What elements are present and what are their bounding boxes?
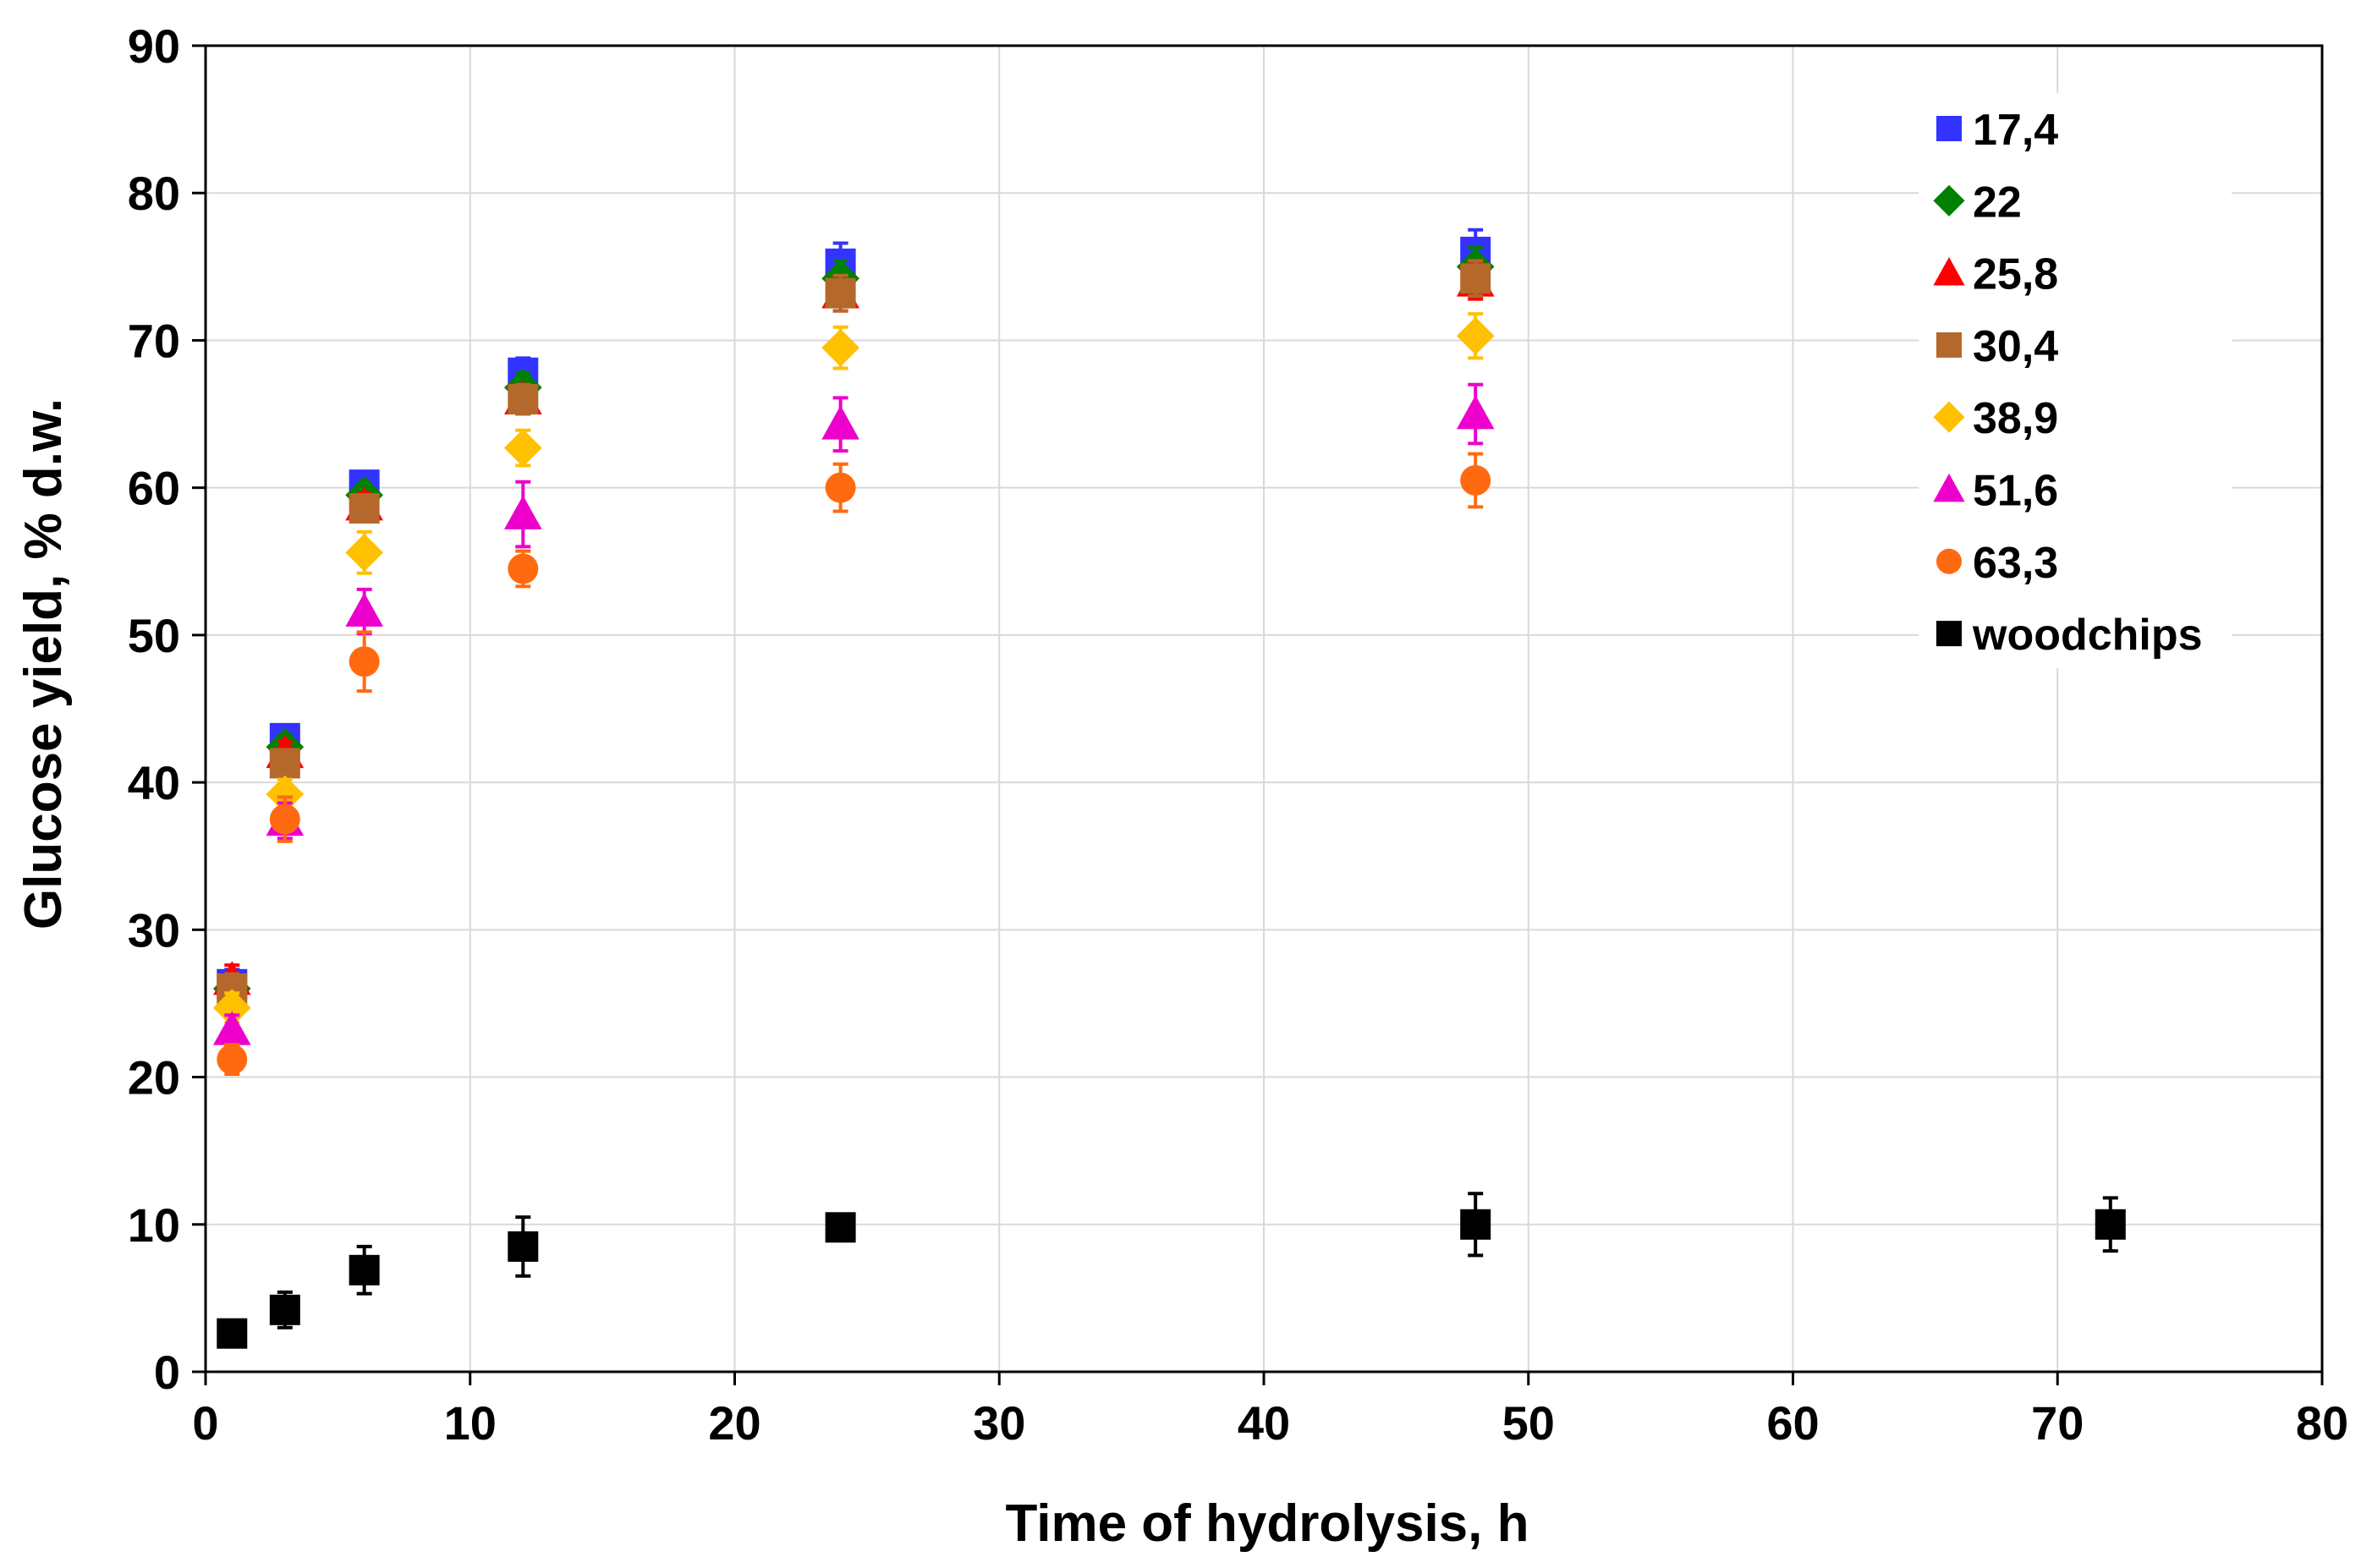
- legend-label: 25,8: [1973, 250, 2058, 299]
- legend-marker: [1933, 184, 1965, 217]
- data-point: [2095, 1209, 2126, 1240]
- data-point: [1460, 263, 1491, 294]
- data-point: [266, 775, 305, 814]
- data-point: [825, 277, 856, 309]
- data-point: [508, 553, 539, 584]
- y-tick-label: 70: [128, 314, 180, 367]
- data-point: [503, 429, 542, 467]
- data-point: [1456, 395, 1495, 430]
- legend: 17,4 22 25,8 30,4 38,9 51,6 63,3 woodchips: [1919, 93, 2232, 668]
- data-point: [503, 495, 542, 529]
- series-7: [217, 1192, 2126, 1349]
- legend-marker: [1933, 257, 1965, 286]
- y-tick-label: 10: [128, 1198, 180, 1252]
- tick-labels: 0 10 20 30 40 50 60 70 80 0 10 20 30 40 50 60 70 80 90: [128, 19, 2348, 1450]
- legend-label: 30,4: [1973, 322, 2058, 371]
- legend-label: 51,6: [1973, 467, 2058, 516]
- legend-marker: [1936, 116, 1962, 141]
- data-point: [217, 1044, 248, 1075]
- y-tick-label: 0: [154, 1346, 180, 1399]
- y-tick-label: 90: [128, 19, 180, 73]
- y-axis-label: Glucose yield, % d.w.: [14, 398, 73, 929]
- data-point: [1456, 316, 1495, 355]
- series-4: [212, 312, 1495, 1027]
- y-tick-label: 50: [128, 609, 180, 662]
- data-point: [821, 405, 859, 440]
- data-point: [349, 1254, 380, 1286]
- x-tick-label: 10: [444, 1396, 497, 1450]
- x-axis-label: Time of hydrolysis, h: [1005, 1494, 1529, 1553]
- data-point: [269, 1294, 300, 1325]
- data-point: [825, 1212, 856, 1243]
- legend-marker: [1933, 473, 1965, 502]
- legend-marker: [1936, 621, 1962, 647]
- y-tick-label: 40: [128, 756, 180, 809]
- legend-label: 63,3: [1973, 539, 2058, 588]
- y-tick-label: 60: [128, 462, 180, 515]
- data-point: [508, 1231, 539, 1262]
- data-point: [217, 1318, 248, 1349]
- legend-marker: [1933, 401, 1965, 433]
- series-3: [217, 259, 1491, 1006]
- data-point: [825, 472, 856, 503]
- axes: [192, 44, 2324, 1385]
- legend-label: 22: [1973, 178, 2022, 227]
- y-tick-label: 20: [128, 1051, 180, 1105]
- data-point: [212, 989, 251, 1027]
- legend-marker: [1936, 332, 1962, 358]
- series-6: [217, 452, 1491, 1077]
- y-tick-label: 80: [128, 167, 180, 220]
- legend-label: 38,9: [1973, 394, 2058, 443]
- legend-box: [1919, 93, 2232, 668]
- x-tick-label: 20: [708, 1396, 760, 1450]
- legend-label: woodchips: [1972, 611, 2203, 660]
- data-point: [1460, 1209, 1491, 1240]
- x-tick-label: 50: [1502, 1396, 1555, 1450]
- data-point: [212, 1011, 251, 1045]
- x-tick-label: 60: [1766, 1396, 1819, 1450]
- x-tick-label: 70: [2031, 1396, 2084, 1450]
- data-point: [345, 592, 383, 627]
- data-point: [349, 493, 380, 524]
- x-tick-label: 30: [973, 1396, 1025, 1450]
- data-point: [508, 384, 539, 415]
- data-point: [345, 534, 383, 572]
- data-point: [349, 646, 380, 677]
- legend-label: 17,4: [1973, 106, 2058, 155]
- x-tick-label: 40: [1238, 1396, 1290, 1450]
- data-point: [269, 748, 300, 779]
- legend-marker: [1936, 548, 1962, 574]
- data-point: [821, 328, 859, 367]
- y-tick-label: 30: [128, 903, 180, 957]
- x-tick-label: 0: [192, 1396, 218, 1450]
- data-point: [1460, 464, 1491, 496]
- data-point: [269, 803, 300, 835]
- data-marks: [212, 228, 2126, 1349]
- x-tick-label: 80: [2296, 1396, 2348, 1450]
